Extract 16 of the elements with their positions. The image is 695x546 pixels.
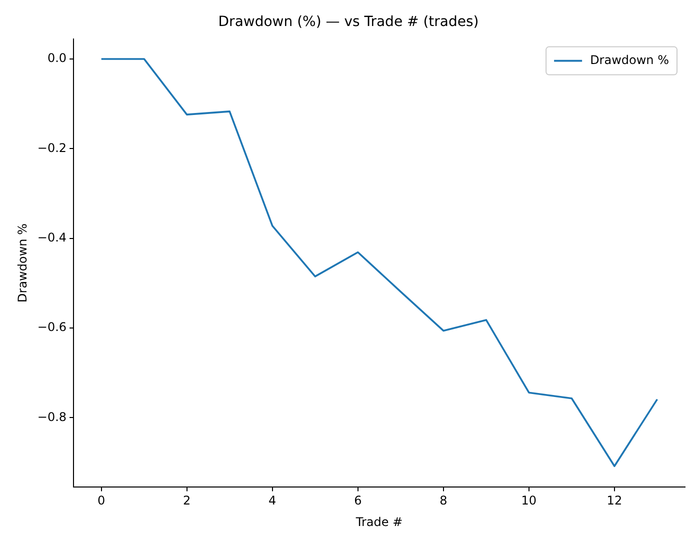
x-tick-label: 10 [521, 494, 537, 508]
y-tick-label: −0.4 [37, 230, 67, 244]
legend-label: Drawdown % [590, 52, 669, 67]
y-tick-label: −0.2 [37, 140, 67, 155]
x-tick-label: 12 [606, 494, 622, 508]
x-tick-label: 8 [440, 494, 448, 508]
y-tick-label: −0.6 [37, 320, 67, 334]
y-axis-title: Drawdown % [15, 224, 30, 302]
y-tick-label: −0.8 [37, 410, 67, 424]
x-axis-title: Trade # [354, 514, 403, 529]
x-tick-label: 2 [183, 494, 191, 508]
x-tick-label: 6 [354, 494, 362, 508]
x-tick-label: 0 [98, 494, 106, 508]
chart-title: Drawdown (%) — vs Trade # (trades) [218, 14, 479, 30]
x-tick-label: 4 [268, 494, 276, 508]
y-tick-label: 0.0 [47, 51, 67, 66]
